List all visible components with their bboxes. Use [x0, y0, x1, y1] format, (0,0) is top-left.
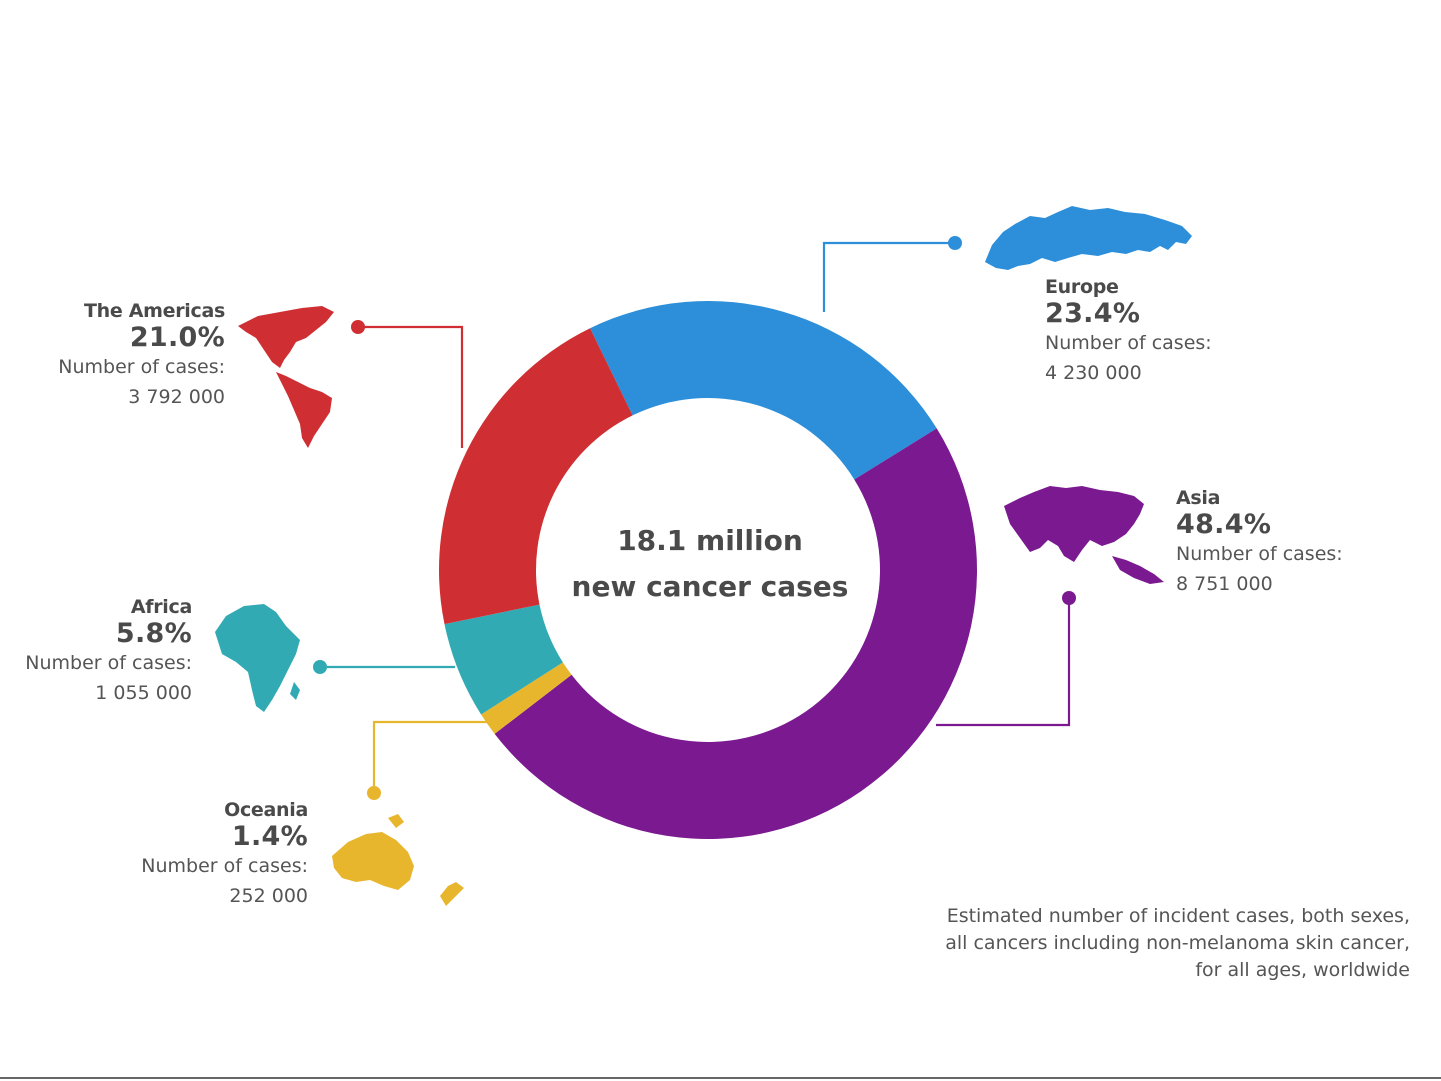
slice-the-americas — [439, 328, 633, 625]
region-percent: 21.0% — [129, 321, 225, 353]
europe-map-icon — [985, 206, 1192, 270]
case-count: 252 000 — [229, 885, 308, 908]
bottom-divider — [0, 1077, 1441, 1079]
case-count: 1 055 000 — [95, 682, 192, 705]
asia-leader-dot — [1062, 591, 1076, 605]
americas-leader-line — [358, 325, 464, 448]
americas-leader-dot — [351, 320, 365, 334]
europe-leader-line — [822, 241, 955, 312]
oceania-label: Oceania 1.4% Number of cases: 252 000 — [141, 799, 308, 911]
europe-leader-dot — [948, 236, 962, 250]
count-caption: Number of cases: — [25, 652, 192, 675]
region-name: The Americas — [83, 300, 225, 322]
region-percent: 1.4% — [231, 820, 308, 852]
africa-map-icon — [215, 604, 300, 712]
region-percent: 5.8% — [115, 617, 192, 649]
footnote: Estimated number of incident cases, both… — [850, 903, 1410, 984]
region-percent: 48.4% — [1176, 508, 1272, 540]
case-count: 8 751 000 — [1176, 573, 1273, 596]
asia-label: Asia 48.4% Number of cases: 8 751 000 — [1176, 487, 1343, 599]
footnote-line-3: for all ages, worldwide — [1195, 959, 1410, 981]
count-caption: Number of cases: — [1045, 332, 1212, 355]
slice-africa — [444, 604, 563, 715]
africa-leader-dot — [313, 660, 327, 674]
case-count: 4 230 000 — [1045, 362, 1142, 385]
region-name: Asia — [1176, 487, 1221, 509]
case-count: 3 792 000 — [128, 386, 225, 409]
region-name: Europe — [1045, 276, 1119, 298]
oceania-leader-line — [372, 720, 490, 793]
slice-europe — [590, 300, 937, 480]
europe-label: Europe 23.4% Number of cases: 4 230 000 — [1045, 276, 1212, 388]
americas-map-icon — [238, 306, 334, 448]
count-caption: Number of cases: — [1176, 543, 1343, 566]
asia-map-icon — [1004, 486, 1164, 584]
americas-label: The Americas 21.0% Number of cases: 3 79… — [58, 300, 225, 412]
asia-leader-line — [936, 598, 1071, 727]
footnote-line-1: Estimated number of incident cases, both… — [946, 905, 1410, 927]
oceania-map-icon — [332, 814, 464, 906]
footnote-line-2: all cancers including non-melanoma skin … — [945, 932, 1410, 954]
region-name: Africa — [130, 596, 192, 618]
slice-oceania — [481, 662, 572, 734]
leader-lines — [313, 236, 1076, 800]
center-line-2: new cancer cases — [571, 570, 849, 603]
count-caption: Number of cases: — [58, 356, 225, 379]
count-caption: Number of cases: — [141, 855, 308, 878]
region-name: Oceania — [224, 799, 308, 821]
center-total-label: 18.1 million new cancer cases — [560, 518, 860, 610]
donut-slices — [439, 300, 977, 839]
center-line-1: 18.1 million — [617, 524, 803, 557]
oceania-leader-dot — [367, 786, 381, 800]
slice-asia — [494, 428, 977, 839]
africa-label: Africa 5.8% Number of cases: 1 055 000 — [25, 596, 192, 708]
region-maps — [215, 206, 1192, 906]
region-percent: 23.4% — [1045, 297, 1141, 329]
